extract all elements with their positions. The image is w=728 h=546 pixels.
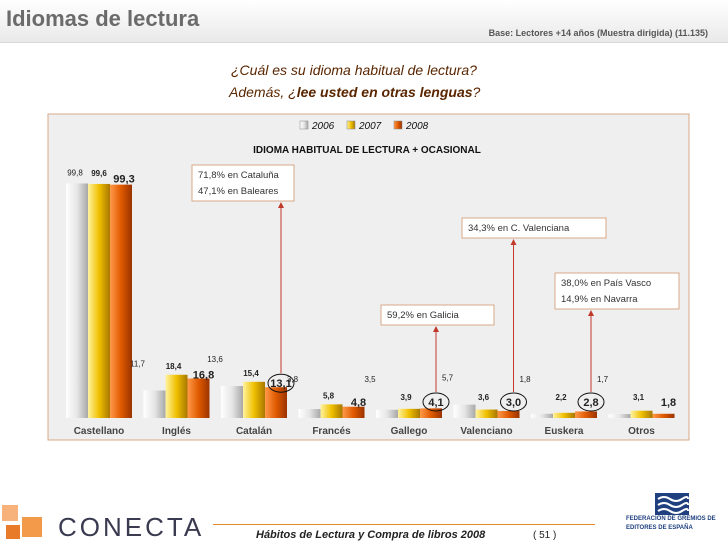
highlight-circle-Valenciano [500,392,527,412]
category-label-Catalán: Catalán [236,426,272,437]
bar-Francés-2006 [298,409,321,418]
question-line-2: Además, ¿lee usted en otras lenguas? [229,84,480,100]
callout-text-Catalán-0: 71,8% en Cataluña [198,170,280,181]
legend-swatch-2008 [393,120,403,130]
value-label-Euskera-2008: 2,8 [583,397,598,409]
legend-swatch-2007 [346,120,356,130]
legend-label-2006: 2006 [311,121,335,132]
value-label-Catalán-2007: 15,4 [243,369,259,378]
value-label-Inglés-2007: 18,4 [166,362,182,371]
bar-Gallego-2006 [376,409,398,418]
callout-arrow-Euskera [588,310,594,316]
value-label-Catalán-2006: 13,6 [207,355,223,364]
value-label-Inglés-2008: 16,8 [193,370,214,382]
page-title: Idiomas de lectura [6,6,200,31]
value-label-Gallego-2007: 3,9 [400,393,412,402]
category-label-Gallego: Gallego [391,426,428,437]
category-label-Valenciano: Valenciano [460,426,512,437]
category-label-Inglés: Inglés [162,426,191,437]
bar-Francés-2007 [320,404,343,418]
callout-box-Catalán [191,164,295,202]
bar-Castellano-2007 [88,183,110,418]
callout-box-Euskera [554,272,680,310]
bar-Otros-2007 [630,410,653,418]
callout-text-Catalán-1: 47,1% en Baleares [198,186,279,197]
category-label-Castellano: Castellano [74,426,125,437]
legend-label-2008: 2008 [405,121,429,132]
value-label-Francés-2008: 4,8 [351,397,366,409]
bar-Valenciano-2008 [497,410,520,418]
highlight-circle-Gallego [422,392,450,412]
value-label-Otros-2008: 1,8 [661,397,676,409]
chart-title: IDIOMA HABITUAL DE LECTURA + OCASIONAL [253,145,481,156]
page-number: ( 51 ) [533,530,557,541]
callout-arrow-Valenciano [510,239,517,245]
conecta-brand: CONECTA [58,512,205,542]
bar-Euskera-2007 [553,412,575,418]
bar-Gallego-2007 [398,408,420,418]
bar-Valenciano-2006 [453,404,476,418]
callout-text-Valenciano-0: 34,3% en C. Valenciana [468,223,570,234]
bar-Euskera-2008 [575,411,597,418]
value-label-Valenciano-2008: 3,0 [506,397,521,409]
question-prefix: Además, ¿ [229,84,297,100]
value-label-Castellano-2008: 99,3 [113,174,134,186]
federation-logo-icon [655,493,689,515]
bar-Gallego-2008 [420,408,442,418]
value-label-Valenciano-2006: 5,7 [442,374,454,383]
category-label-Otros: Otros [628,426,655,437]
bar-Inglés-2008 [187,378,210,418]
value-label-Valenciano-2007: 3,6 [478,393,490,402]
bar-Euskera-2006 [531,413,553,418]
value-label-Euskera-2006: 1,8 [519,375,531,384]
callout-arrow-Gallego [433,326,439,332]
value-label-Euskera-2007: 2,2 [555,393,567,402]
chart-legend: 2006 2007 2008 [299,120,429,132]
header-bar: Idiomas de lectura Base: Lectores +14 añ… [0,0,728,43]
legend-swatch-2006 [299,120,309,130]
callout-text-Euskera-1: 14,9% en Navarra [561,294,638,305]
legend-label-2007: 2007 [358,121,382,132]
bar-Otros-2006 [608,414,631,418]
conecta-logo-icon [2,505,42,539]
callout-box-Valenciano [461,217,607,239]
question-line-1: ¿Cuál es su idioma habitual de lectura? [231,62,477,78]
value-label-Otros-2007: 3,1 [633,393,645,402]
bar-Catalán-2007 [243,381,265,418]
bar-Francés-2008 [342,406,365,418]
callout-arrow-Catalán [278,202,284,208]
question-suffix: ? [472,84,481,100]
value-label-Catalán-2008: 13,1 [270,378,291,390]
bar-Inglés-2006 [143,390,166,418]
bar-Valenciano-2007 [475,409,498,418]
callout-text-Euskera-0: 38,0% en País Vasco [561,278,651,289]
bar-Catalán-2008 [265,387,287,418]
value-label-Castellano-2006: 99,8 [67,168,83,177]
category-label-Euskera: Euskera [545,426,584,437]
value-label-Gallego-2008: 4,1 [428,397,443,409]
value-label-Francés-2007: 5,8 [323,391,335,400]
callout-text-Gallego-0: 59,2% en Galicia [387,310,460,321]
highlight-circle-Catalán [267,373,295,393]
value-label-Gallego-2006: 3,5 [364,375,376,384]
federation-name: FEDERACIÓN DE GREMIOS DE EDITORES DE ESP… [626,516,716,531]
value-label-Otros-2006: 1,7 [597,375,609,384]
highlight-circle-Euskera [577,392,605,412]
bars-group: 99,8 99,6 99,3 Castellano 11,7 18,4 16,8 Inglés… [66,168,676,437]
category-label-Francés: Francés [312,426,351,437]
base-note: Base: Lectores +14 años (Muestra dirigid… [488,28,708,38]
callout-box-Gallego [380,304,495,326]
bar-Otros-2008 [652,413,675,418]
annotations-group: 71,8% en Cataluña 47,1% en Baleares 59,2% … [191,164,680,392]
bar-Castellano-2008 [110,184,132,418]
value-label-Castellano-2007: 99,6 [91,169,107,178]
bar-Castellano-2006 [66,183,88,418]
footer-rule [213,524,595,525]
bar-Catalán-2006 [221,386,243,418]
question-bold: lee usted en otras lenguas [296,84,473,100]
value-label-Inglés-2006: 11,7 [130,360,146,369]
bar-Inglés-2007 [165,374,188,418]
footer-text: Hábitos de Lectura y Compra de libros 20… [256,529,486,541]
